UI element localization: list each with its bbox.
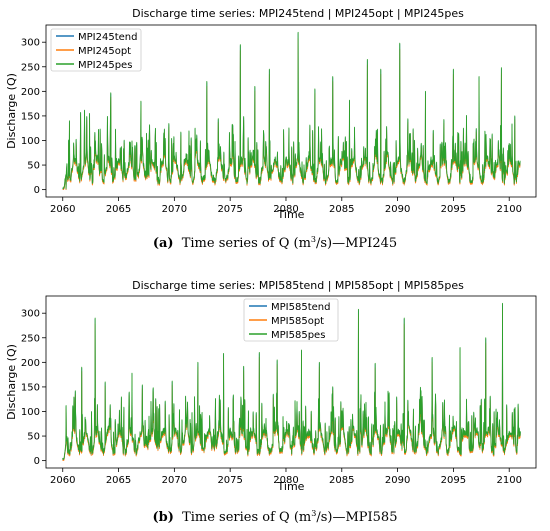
y-tick-label: 100 [21,407,40,418]
y-tick-label: 200 [21,87,40,98]
x-tick-label: 2085 [329,204,354,215]
x-tick-label: 2075 [217,475,242,486]
plot-frame [45,24,537,198]
x-ticks: 2060 2065 2070 2075 2080 2085 2090 2095 2100 [50,197,522,215]
legend: MPI245tend MPI245opt MPI245pes [50,28,142,72]
legend-label-opt: MPI585opt [271,316,324,327]
legend-label-pes: MPI585pes [271,330,325,341]
x-tick-label: 2075 [217,204,242,215]
caption-a-text: Time series of Q (m [182,236,311,251]
caption-b-text2: /s)—MPI585 [316,510,397,525]
x-tick-label: 2080 [273,475,298,486]
series-layer [62,302,521,462]
plot-frame [45,295,537,469]
caption-a-sup: 3 [311,235,316,244]
x-tick-label: 2090 [385,204,410,215]
x-tick-label: 2095 [441,475,466,486]
y-tick-label: 250 [21,62,40,73]
chart-title: Discharge time series: MPI585tend | MPI5… [132,279,464,292]
y-tick-label: 250 [21,333,40,344]
x-tick-label: 2085 [329,475,354,486]
x-tick-label: 2100 [496,204,521,215]
legend-label-opt: MPI245opt [78,46,131,57]
y-tick-label: 0 [34,185,40,196]
y-tick-label: 300 [21,38,40,49]
caption-b-label: (b) [153,510,174,525]
x-tick-label: 2100 [496,475,521,486]
y-tick-label: 0 [34,456,40,467]
legend: MPI585tend MPI585opt MPI585pes [243,298,339,342]
y-tick-label: 150 [21,111,40,122]
x-tick-label: 2090 [385,475,410,486]
y-tick-label: 50 [27,161,40,172]
x-axis-label: Time [277,480,305,493]
y-tick-label: 100 [21,136,40,147]
chart-panel-a: Discharge time series: MPI245tend | MPI2… [5,7,537,221]
legend-label-tend: MPI245tend [78,32,137,43]
x-tick-label: 2070 [162,204,187,215]
y-tick-label: 150 [21,382,40,393]
x-axis-label: Time [277,208,305,221]
caption-a-label: (a) [153,236,174,251]
y-ticks: 0 50 100 150 200 250 300 [21,38,46,196]
legend-box [243,298,339,342]
y-tick-label: 300 [21,309,40,320]
x-tick-label: 2065 [106,204,131,215]
caption-b-sup: 3 [311,509,316,518]
x-ticks: 2060 2065 2070 2075 2080 2085 2090 2095 2100 [50,468,522,486]
legend-box [50,28,142,72]
legend-label-tend: MPI585tend [271,302,330,313]
x-tick-label: 2065 [106,475,131,486]
caption-a: (a) Time series of Q (m3/s)—MPI245 [153,235,397,251]
chart-title: Discharge time series: MPI245tend | MPI2… [132,7,464,20]
x-tick-label: 2095 [441,204,466,215]
x-tick-label: 2060 [50,204,75,215]
caption-a-text2: /s)—MPI245 [316,236,397,251]
series-line-MPI585pes [62,302,521,461]
legend-label-pes: MPI245pes [78,60,132,71]
x-tick-label: 2070 [162,475,187,486]
y-ticks: 0 50 100 150 200 250 300 [21,309,46,467]
y-axis-label: Discharge (Q) [5,73,18,149]
caption-b: (b) Time series of Q (m3/s)—MPI585 [153,509,398,525]
caption-b-text: Time series of Q (m [182,510,311,525]
y-tick-label: 50 [27,432,40,443]
chart-panel-b: Discharge time series: MPI585tend | MPI5… [5,279,537,493]
x-tick-label: 2080 [273,204,298,215]
y-tick-label: 200 [21,358,40,369]
series-layer [62,31,521,191]
y-axis-label: Discharge (Q) [5,344,18,420]
series-line-MPI245pes [62,31,521,190]
x-tick-label: 2060 [50,475,75,486]
